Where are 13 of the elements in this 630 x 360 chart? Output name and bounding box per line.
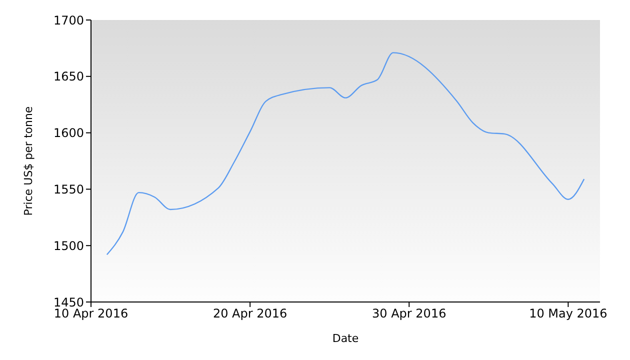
x-tick-label: 10 May 2016 <box>529 306 608 321</box>
x-tick-label: 30 Apr 2016 <box>372 306 446 321</box>
y-axis-title: Price US$ per tonne <box>22 106 35 216</box>
x-tick-label: 20 Apr 2016 <box>212 306 288 321</box>
line-series <box>106 52 585 256</box>
y-tick-label: 1600 <box>53 126 84 140</box>
y-tick-label: 1450 <box>53 295 84 310</box>
y-tick-label: 1550 <box>53 182 84 196</box>
x-tick-label: 10 Apr 2016 <box>54 306 128 321</box>
y-tick-label: 1650 <box>53 70 84 84</box>
y-tick-label: 1500 <box>53 238 84 253</box>
x-axis-title: Date <box>332 332 359 345</box>
y-tick-label: 1700 <box>53 13 84 28</box>
